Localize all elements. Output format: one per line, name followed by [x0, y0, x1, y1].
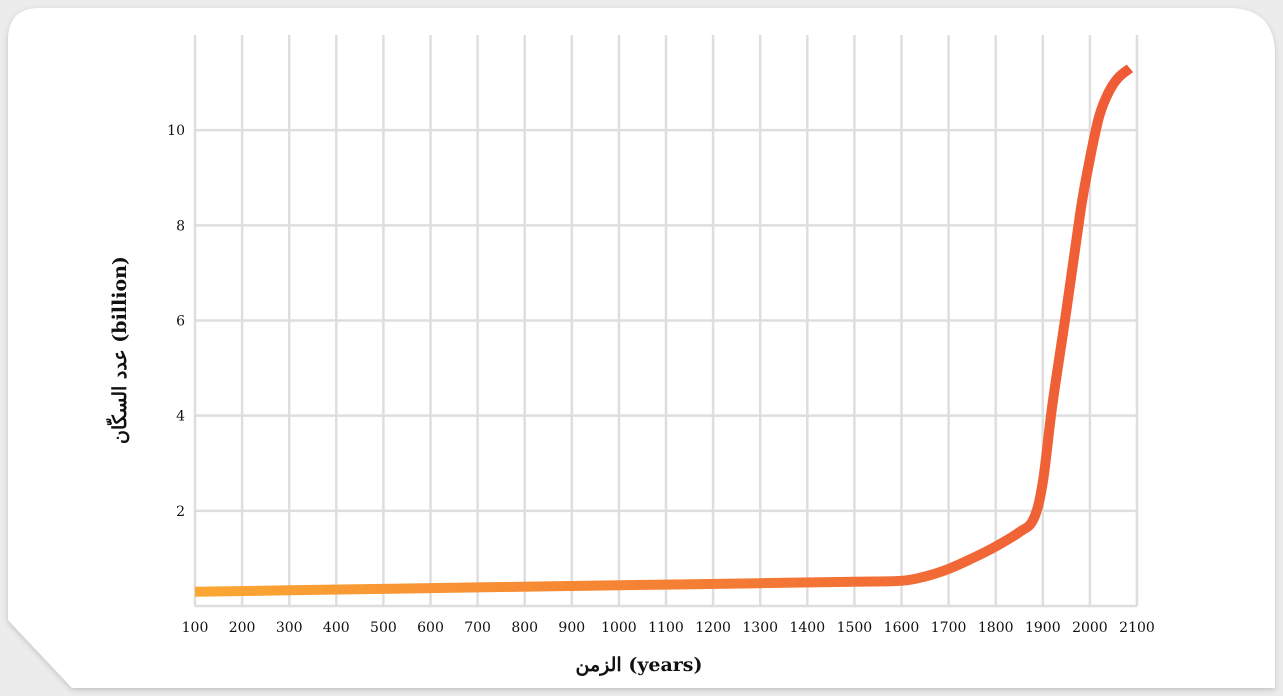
x-tick-label: 200	[229, 620, 256, 636]
card-background	[8, 8, 1275, 688]
x-axis-ticks: 100 200 300 400 500 600 700 800 900 1000 1100 1200 1…	[182, 620, 1155, 636]
x-tick-label: 800	[511, 620, 538, 636]
y-tick-label: 8	[176, 218, 185, 234]
grid	[193, 35, 1139, 608]
y-tick-label: 10	[167, 123, 185, 139]
x-tick-label: 100	[182, 620, 209, 636]
x-tick-label: 1100	[648, 620, 684, 636]
x-tick-label: 500	[370, 620, 397, 636]
series-line	[194, 64, 1134, 597]
x-tick-label: 600	[417, 620, 444, 636]
x-axis-title: الزمن (years)	[576, 654, 703, 676]
x-tick-label: 1800	[978, 620, 1014, 636]
series-group	[194, 64, 1134, 597]
y-axis-title: عدد السكّان (billion)	[106, 256, 131, 444]
x-tick-label: 2000	[1072, 620, 1108, 636]
x-tick-label: 1600	[884, 620, 920, 636]
x-tick-label: 1300	[742, 620, 778, 636]
x-tick-label: 1400	[789, 620, 825, 636]
y-tick-label: 2	[176, 504, 185, 520]
x-tick-label: 2100	[1119, 620, 1155, 636]
y-tick-label: 6	[176, 314, 185, 330]
x-tick-label: 1200	[695, 620, 731, 636]
x-tick-label: 1500	[837, 620, 873, 636]
y-tick-label: 4	[176, 409, 185, 425]
x-tick-label: 900	[558, 620, 585, 636]
x-tick-label: 1900	[1025, 620, 1061, 636]
x-tick-label: 700	[464, 620, 491, 636]
y-axis-ticks: 2 4 6 8 10	[167, 123, 185, 520]
x-tick-label: 300	[276, 620, 303, 636]
x-tick-label: 1700	[931, 620, 967, 636]
x-tick-label: 400	[323, 620, 350, 636]
x-tick-label: 1000	[601, 620, 637, 636]
